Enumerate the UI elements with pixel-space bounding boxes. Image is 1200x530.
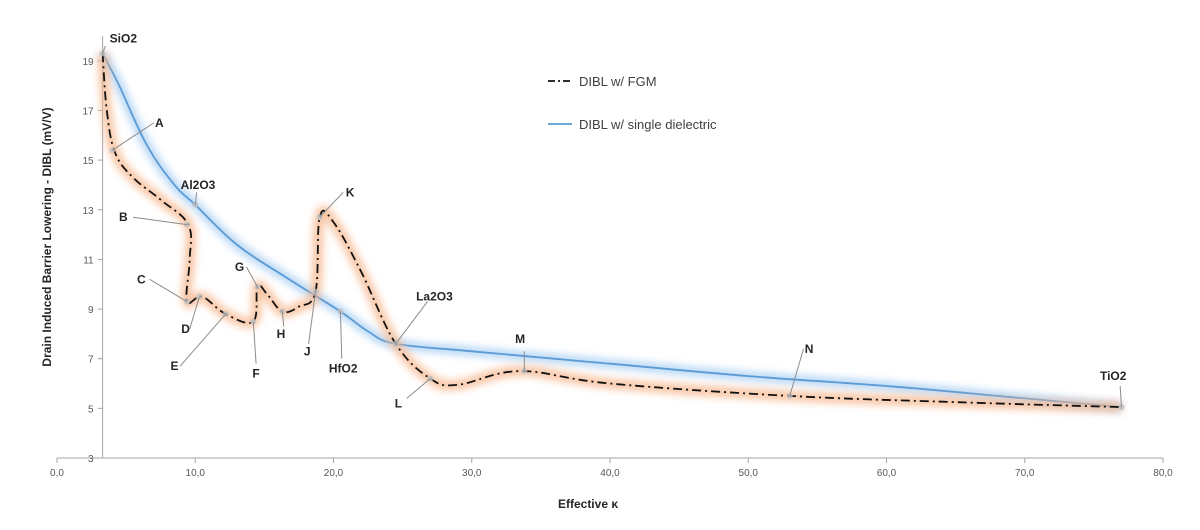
annotation-la2o3: La2O3 <box>392 290 453 347</box>
annotation-label: HfO2 <box>329 362 358 376</box>
annotation-label: H <box>277 327 286 341</box>
annotation-label: Al2O3 <box>181 178 216 192</box>
annotation-leader <box>308 291 317 344</box>
annotation-leader <box>189 296 200 330</box>
x-tick-label: 40,0 <box>600 468 620 479</box>
annotation-label: J <box>304 344 311 358</box>
x-tick-label: 80,0 <box>1153 468 1173 479</box>
y-tick-label: 15 <box>82 156 94 167</box>
y-tick-label: 19 <box>82 57 94 68</box>
legend-label: DIBL w/ FGM <box>579 74 657 89</box>
annotation-g: G <box>235 260 261 290</box>
annotation-leader <box>112 122 155 151</box>
annotation-m: M <box>515 332 528 375</box>
tick-labels: 0,0 10,0 20,0 30,0 40,0 50,0 60,0 70,0 80,0 3 5 7 9 1… <box>50 57 1173 479</box>
annotation-label: La2O3 <box>416 290 453 304</box>
annotation-l: L <box>395 375 434 410</box>
x-tick-label: 30,0 <box>462 468 482 479</box>
annotation-leader <box>319 192 344 218</box>
annotation-label: C <box>137 272 146 286</box>
annotation-leader <box>132 216 188 226</box>
annotation-leader <box>789 348 805 397</box>
annotation-a: A <box>109 116 164 154</box>
x-tick-label: 20,0 <box>324 468 344 479</box>
series-fgm-line <box>101 53 1122 408</box>
series-single-dielectric-line <box>101 52 1122 408</box>
y-tick-label: 7 <box>88 355 94 366</box>
annotation-label: N <box>805 342 814 356</box>
annotation-hfo2: HfO2 <box>329 308 358 376</box>
annotation-label: F <box>252 367 259 381</box>
annotation-h: H <box>277 308 286 341</box>
annotation-leader <box>1119 385 1123 408</box>
annotation-layer: SiO2 A Al2O3 B C D E F G H J K HfO2 La2O3 L M N TiO2 <box>99 31 1127 411</box>
annotation-leader <box>395 301 428 345</box>
x-tick-label: 0,0 <box>50 468 64 479</box>
annotation-label: E <box>171 359 179 373</box>
annotation-label: G <box>235 260 244 274</box>
x-tick-label: 50,0 <box>739 468 759 479</box>
legend: DIBL w/ FGM DIBL w/ single dielectric <box>548 74 717 132</box>
annotation-leader <box>179 313 227 367</box>
annotation-label: L <box>395 396 402 410</box>
y-tick-label: 17 <box>82 106 94 117</box>
annotation-leader <box>406 378 431 399</box>
annotation-d: D <box>181 293 203 336</box>
x-tick-label: 60,0 <box>877 468 897 479</box>
annotation-label: M <box>515 332 525 346</box>
annotation-label: SiO2 <box>110 31 138 45</box>
annotation-leader <box>194 192 198 205</box>
y-tick-label: 9 <box>88 305 94 316</box>
annotation-label: A <box>155 116 164 130</box>
annotation-leader <box>245 266 258 287</box>
y-tick-label: 3 <box>88 454 94 465</box>
x-tick-label: 70,0 <box>1015 468 1035 479</box>
x-tick-label: 10,0 <box>186 468 206 479</box>
annotation-e: E <box>171 311 229 373</box>
annotation-n: N <box>786 342 814 399</box>
annotation-leader <box>102 45 106 54</box>
annotation-leader <box>339 311 343 359</box>
x-axis-title: Effective κ <box>558 497 618 511</box>
annotation-tio2: TiO2 <box>1100 369 1127 411</box>
legend-label: DIBL w/ single dielectric <box>579 117 717 132</box>
y-tick-label: 5 <box>88 404 94 415</box>
annotation-label: K <box>346 185 355 199</box>
annotation-leader <box>252 321 257 364</box>
annotation-label: D <box>181 322 190 336</box>
y-axis-title: Drain Induced Barrier Lowering - DIBL (m… <box>40 107 54 366</box>
annotation-b: B <box>119 210 190 228</box>
annotation-sio2: SiO2 <box>99 31 138 57</box>
y-tick-label: 11 <box>83 255 94 266</box>
annotation-c: C <box>137 272 190 305</box>
annotation-j: J <box>304 288 319 358</box>
y-tick-label: 13 <box>82 206 94 217</box>
annotation-leader <box>149 278 188 303</box>
series-layer <box>97 51 1122 413</box>
annotation-k: K <box>316 185 355 221</box>
annotation-al2o3: Al2O3 <box>181 178 216 208</box>
annotation-leader <box>281 311 285 327</box>
legend-item-fgm: DIBL w/ FGM <box>548 74 657 89</box>
annotation-f: F <box>250 318 260 381</box>
annotation-label: TiO2 <box>1100 369 1127 383</box>
legend-item-single-dielectric: DIBL w/ single dielectric <box>548 117 717 132</box>
annotation-label: B <box>119 210 128 224</box>
